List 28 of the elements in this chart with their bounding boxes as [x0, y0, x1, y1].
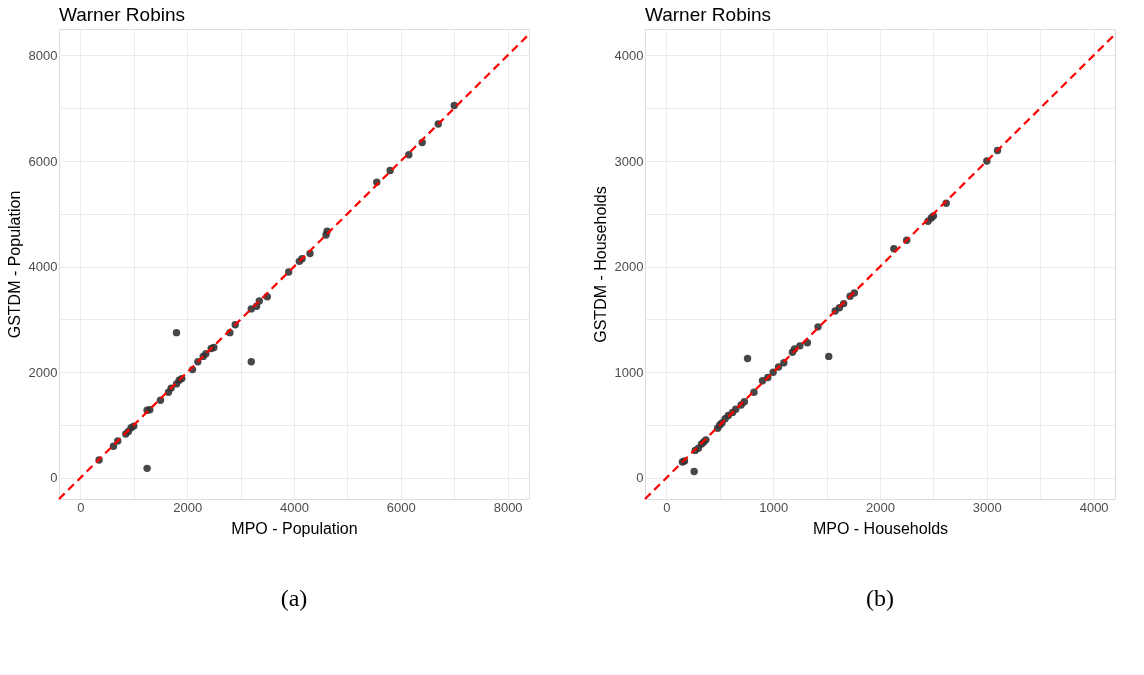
text: (a)	[280, 585, 308, 611]
y-tick-label: 6000	[28, 153, 58, 169]
x-tick-label: 3000	[972, 499, 1002, 515]
y-tick-label: 8000	[28, 47, 58, 63]
y-axis-title: GSTDM - Population	[5, 190, 23, 339]
x-axis-title: MPO - Population	[231, 519, 358, 537]
x-tick-label: 0	[77, 499, 85, 515]
chart-title: Warner Robins	[59, 4, 186, 25]
y-tick-label: 4000	[28, 259, 58, 275]
x-axis-title: MPO - Households	[812, 519, 949, 537]
x-tick-label: 2000	[866, 499, 895, 515]
y-tick-label: 0	[50, 470, 58, 486]
y-axis-title: GSTDM - Households	[591, 186, 609, 343]
y-tick-label: 4000	[614, 47, 644, 63]
x-tick-label: 0	[663, 499, 671, 515]
x-tick-label: 8000	[493, 499, 523, 515]
y-tick-label: 2000	[28, 364, 58, 380]
y-tick-label: 3000	[614, 153, 644, 169]
x-tick-label: 4000	[280, 499, 309, 515]
y-tick-label: 0	[636, 470, 644, 486]
x-tick-label: 4000	[1079, 499, 1109, 515]
y-tick-label: 1000	[614, 364, 644, 380]
text: (b)	[866, 585, 894, 611]
x-tick-label: 2000	[173, 499, 203, 515]
y-tick-label: 2000	[614, 259, 644, 275]
x-tick-label: 1000	[759, 499, 789, 515]
x-tick-label: 6000	[386, 499, 416, 515]
chart-title: Warner Robins	[645, 4, 772, 25]
